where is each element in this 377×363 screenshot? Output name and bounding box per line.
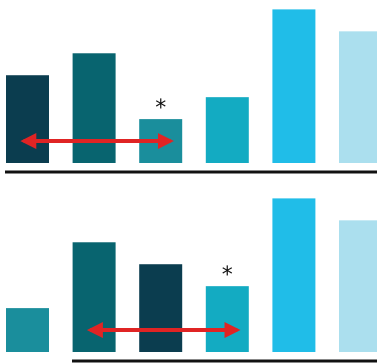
bar-4 bbox=[205, 97, 249, 163]
bar-1 bbox=[6, 75, 49, 163]
bar-2 bbox=[72, 53, 116, 163]
bar-4 bbox=[205, 286, 249, 352]
top-bar-chart: * bbox=[5, 9, 377, 174]
significance-marker: * bbox=[155, 96, 166, 121]
bar-6 bbox=[339, 220, 377, 352]
significance-marker: * bbox=[222, 263, 233, 288]
bar-3 bbox=[139, 264, 183, 352]
bar-6 bbox=[339, 31, 377, 164]
bar-5 bbox=[272, 198, 316, 352]
bottom-bar-chart: * bbox=[6, 198, 377, 363]
bar-5 bbox=[272, 9, 316, 164]
bar-2 bbox=[72, 242, 116, 352]
bar-1 bbox=[6, 308, 49, 352]
